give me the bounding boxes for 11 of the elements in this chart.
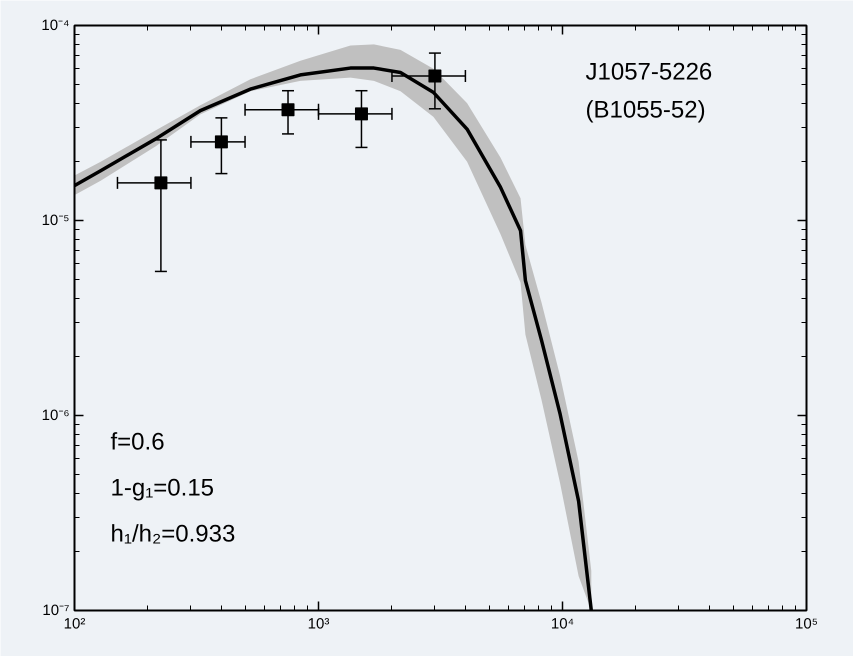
y-tick-label: 10⁻⁴ [41, 17, 70, 34]
annotation: 1-g₁=0.15 [110, 474, 214, 502]
annotation: f=0.6 [110, 428, 165, 456]
x-tick-label: 10³ [308, 616, 330, 632]
y-tick-label: 10⁻⁵ [42, 212, 70, 229]
x-tick-label: 10⁵ [795, 616, 818, 632]
annotation: (B1055-52) [586, 96, 706, 124]
y-tick-label: 10⁻⁶ [42, 407, 70, 424]
annotation: h₁/h₂=0.933 [110, 520, 236, 548]
annotation: J1057-5226 [586, 58, 712, 86]
x-tick-label: 10⁴ [550, 616, 574, 632]
